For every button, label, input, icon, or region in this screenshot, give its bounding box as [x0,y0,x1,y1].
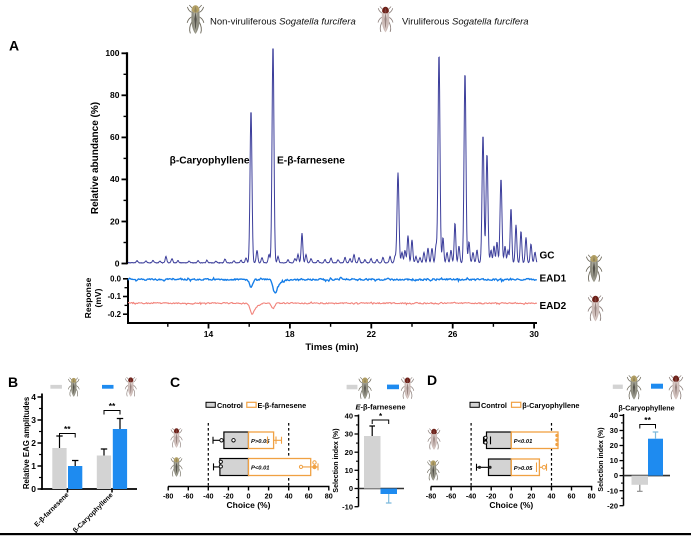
svg-text:20: 20 [527,492,535,501]
svg-text:-0.1: -0.1 [108,292,122,301]
svg-text:10: 10 [345,466,353,475]
svg-text:22: 22 [367,329,377,339]
svg-text:Relative abundance (%): Relative abundance (%) [90,102,101,214]
svg-text:Control: Control [481,401,507,410]
svg-text:-0.2: -0.2 [108,310,122,319]
svg-text:30: 30 [610,426,618,435]
svg-text:-10: -10 [342,502,353,511]
svg-text:0: 0 [115,258,120,268]
svg-text:Times (min): Times (min) [305,342,358,353]
svg-text:Selection index (%): Selection index (%) [598,427,605,491]
svg-text:20: 20 [345,448,353,457]
svg-text:A: A [9,38,19,54]
svg-text:-20: -20 [607,501,618,510]
svg-text:60: 60 [305,492,313,501]
svg-text:-60: -60 [446,492,456,501]
svg-text:0.0: 0.0 [110,274,122,283]
svg-text:40: 40 [110,174,120,184]
svg-text:0: 0 [614,471,618,480]
svg-text:EAD2: EAD2 [540,301,567,312]
svg-text:Relative EAG amplitudes: Relative EAG amplitudes [22,396,31,489]
svg-text:26: 26 [448,329,458,339]
svg-text:-20: -20 [223,492,233,501]
svg-text:*: * [379,412,383,421]
svg-text:EAD1: EAD1 [540,274,567,285]
svg-text:E-β-farnesene: E-β-farnesene [355,402,405,411]
svg-text:(mV): (mV) [93,288,103,307]
svg-text:E-β-farnesene: E-β-farnesene [277,156,345,167]
svg-text:β-Caryophyllene: β-Caryophyllene [170,156,250,167]
svg-text:GC: GC [540,251,555,262]
svg-text:**: ** [109,401,116,411]
svg-text:18: 18 [285,329,295,339]
svg-text:Selection index (%): Selection index (%) [333,428,340,492]
svg-text:0: 0 [509,492,513,501]
svg-text:4: 4 [31,392,36,402]
svg-text:20: 20 [265,492,273,501]
svg-text:20: 20 [110,216,120,226]
svg-text:0: 0 [349,484,353,493]
svg-text:P<0.01: P<0.01 [514,439,533,445]
svg-text:β-Caryophyllene: β-Caryophyllene [618,403,674,412]
svg-text:-60: -60 [183,492,193,501]
svg-text:40: 40 [610,411,618,420]
svg-text:D: D [427,372,437,388]
svg-text:P<0.01: P<0.01 [251,466,270,472]
svg-text:40: 40 [345,411,353,420]
svg-text:Choice (%): Choice (%) [227,500,271,510]
svg-text:20: 20 [610,441,618,450]
svg-text:-20: -20 [486,492,496,501]
svg-text:60: 60 [110,132,120,142]
svg-text:-40: -40 [203,492,213,501]
svg-text:E-β-farnesene: E-β-farnesene [258,401,307,410]
svg-text:40: 40 [548,492,556,501]
svg-text:P>0.05: P>0.05 [251,439,270,445]
svg-text:-10: -10 [607,486,618,495]
svg-text:P>0.05: P>0.05 [514,466,533,472]
svg-text:Viruliferous Sogatella furcife: Viruliferous Sogatella furcifera [402,17,529,28]
svg-text:Response: Response [83,277,93,318]
svg-text:-80: -80 [426,492,436,501]
svg-text:80: 80 [588,492,596,501]
svg-text:1: 1 [31,461,36,471]
svg-text:β-Caryophyllene: β-Caryophyllene [522,401,579,410]
svg-text:10: 10 [610,456,618,465]
svg-text:-80: -80 [163,492,173,501]
svg-text:Choice (%): Choice (%) [489,500,533,510]
svg-text:**: ** [644,415,651,425]
svg-text:14: 14 [204,329,214,339]
svg-text:40: 40 [285,492,293,501]
svg-text:-40: -40 [466,492,476,501]
svg-text:B: B [8,374,18,390]
svg-text:30: 30 [345,430,353,439]
svg-text:0: 0 [247,492,251,501]
svg-text:80: 80 [325,492,333,501]
svg-text:60: 60 [568,492,576,501]
svg-text:0: 0 [31,484,36,494]
svg-text:2: 2 [31,438,36,448]
svg-text:**: ** [64,424,71,434]
svg-text:80: 80 [110,90,120,100]
svg-text:100: 100 [105,48,119,58]
svg-text:30: 30 [529,329,539,339]
svg-text:Cnotrol: Cnotrol [217,401,243,410]
svg-text:Non-viruliferous Sogatella fur: Non-viruliferous Sogatella furcifera [210,17,356,28]
svg-text:3: 3 [31,415,36,425]
svg-text:C: C [170,374,180,390]
